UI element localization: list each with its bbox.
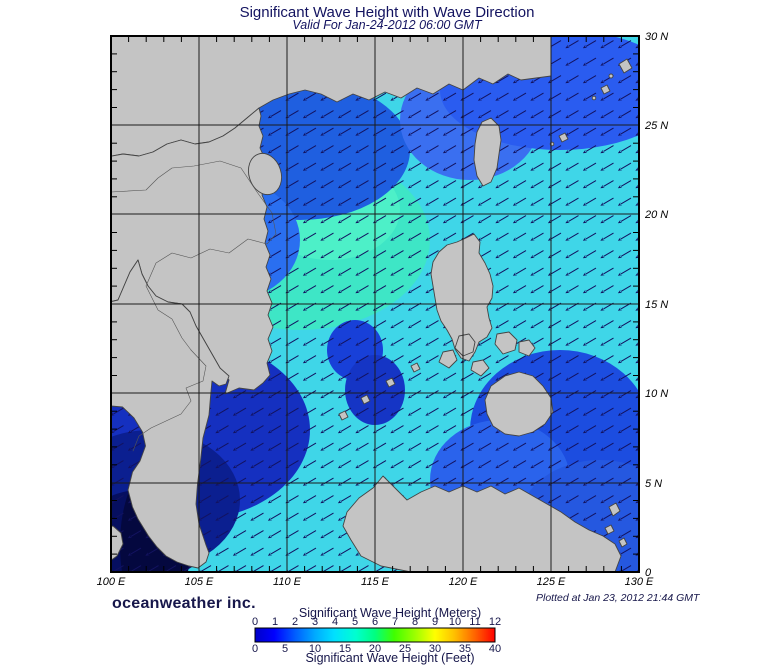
svg-text:100 E: 100 E <box>97 576 126 588</box>
svg-text:6: 6 <box>372 616 378 628</box>
svg-text:oceanweather inc.: oceanweather inc. <box>112 595 256 612</box>
svg-text:Valid For Jan-24-2012 06:00 GM: Valid For Jan-24-2012 06:00 GMT <box>292 18 483 32</box>
svg-text:115 E: 115 E <box>361 576 390 588</box>
svg-text:Plotted at Jan 23, 2012 21:44: Plotted at Jan 23, 2012 21:44 GMT <box>536 592 701 604</box>
svg-text:40: 40 <box>489 643 501 655</box>
svg-text:25 N: 25 N <box>644 120 668 132</box>
svg-text:12: 12 <box>489 616 501 628</box>
svg-text:11: 11 <box>469 616 480 628</box>
svg-text:3: 3 <box>312 616 318 628</box>
svg-text:0: 0 <box>252 616 258 628</box>
svg-text:10: 10 <box>449 616 461 628</box>
svg-text:5: 5 <box>282 643 288 655</box>
svg-text:120 E: 120 E <box>449 576 478 588</box>
svg-text:1: 1 <box>272 616 278 628</box>
svg-text:7: 7 <box>392 616 398 628</box>
svg-text:Significant Wave Height (Feet): Significant Wave Height (Feet) <box>305 651 474 665</box>
svg-text:125 E: 125 E <box>537 576 566 588</box>
svg-text:5 N: 5 N <box>645 478 662 490</box>
svg-text:5: 5 <box>352 616 358 628</box>
svg-text:4: 4 <box>332 616 338 628</box>
svg-text:9: 9 <box>432 616 438 628</box>
svg-text:105 E: 105 E <box>185 576 214 588</box>
svg-text:30 N: 30 N <box>645 31 668 43</box>
svg-text:20 N: 20 N <box>644 209 668 221</box>
svg-text:2: 2 <box>292 616 298 628</box>
svg-text:110 E: 110 E <box>273 576 302 588</box>
svg-text:0: 0 <box>645 567 652 579</box>
svg-text:10 N: 10 N <box>645 388 668 400</box>
svg-text:8: 8 <box>412 616 418 628</box>
svg-text:15 N: 15 N <box>645 299 668 311</box>
svg-text:0: 0 <box>252 643 258 655</box>
